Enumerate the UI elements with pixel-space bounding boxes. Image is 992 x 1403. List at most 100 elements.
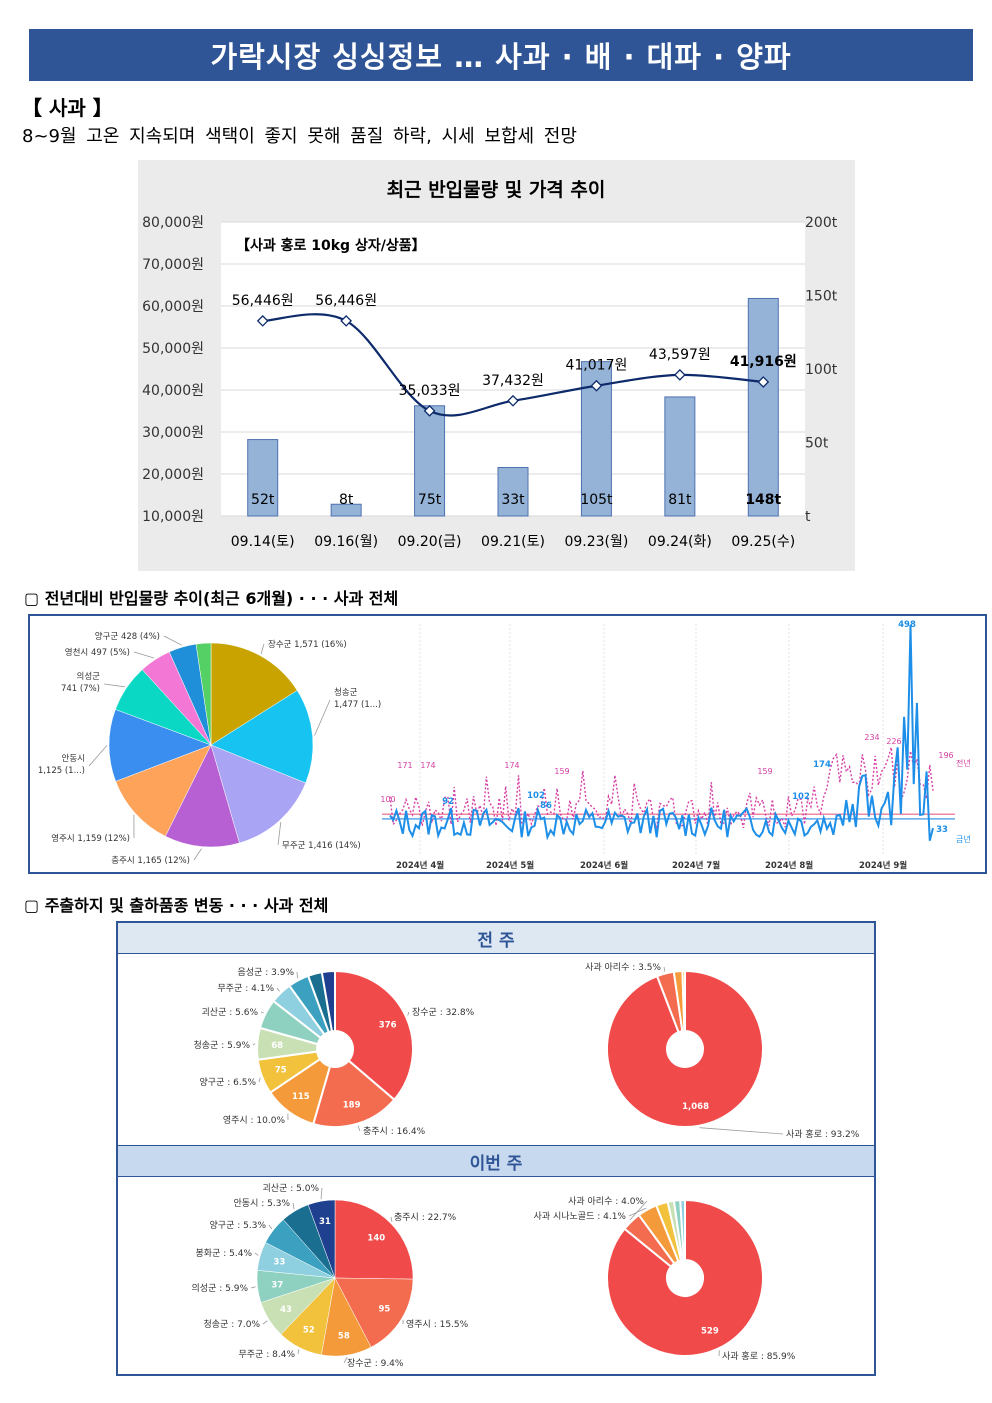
line-x-label: 2024년 7월	[672, 860, 720, 871]
prev-value-label: 226	[886, 737, 901, 746]
pie-label: 청송군	[334, 688, 358, 698]
slice-value: 33	[273, 1258, 285, 1268]
slice-value: 31	[319, 1217, 331, 1227]
prev-value-label: 174	[504, 761, 519, 770]
y-right-tick: 50t	[805, 436, 829, 452]
price-point	[340, 315, 353, 327]
legend-prev: 전년	[956, 758, 971, 768]
x-tick-label: 09.14(토)	[231, 534, 295, 550]
donut-label: 사과 홍로 : 93.2%	[786, 1128, 860, 1140]
donut-label: 영주시 : 15.5%	[406, 1319, 469, 1330]
pie-label: 장수군 1,571 (16%)	[268, 639, 347, 650]
donut-leader	[629, 1200, 648, 1221]
pie-leader	[133, 651, 155, 659]
line-x-label: 2024년 4월	[396, 860, 444, 871]
donut-label: 의성군 : 5.9%	[192, 1283, 249, 1294]
slice-value: 43	[280, 1305, 292, 1315]
variety-slice	[307, 1199, 336, 1279]
slice-value: 115	[292, 1092, 310, 1102]
pie-leader	[88, 745, 108, 767]
x-tick-label: 09.24(화)	[648, 534, 712, 550]
volume-label: 75t	[418, 492, 442, 508]
pie-label: 1,125 (1...)	[38, 766, 85, 776]
donut-leader	[252, 1043, 256, 1046]
donut-leader	[254, 1252, 259, 1256]
donut-label: 충주시 : 22.7%	[394, 1212, 457, 1223]
variety-slice	[334, 1277, 414, 1348]
curr-value-label: 174	[813, 760, 831, 770]
slice-value: 75	[275, 1066, 287, 1076]
curr-value-label: 102	[527, 791, 545, 801]
chart-title: 최근 반입물량 및 가격 추이	[387, 179, 606, 201]
x-tick-label: 09.21(토)	[481, 534, 545, 550]
variety-slice	[312, 1059, 396, 1128]
slice-value: 52	[303, 1326, 315, 1336]
curr-year-line	[389, 624, 934, 841]
price-point	[507, 394, 519, 407]
prev-value-label: 159	[757, 767, 772, 776]
y-left-tick: 10,000원	[142, 509, 204, 525]
price-label: 43,597원	[649, 347, 711, 363]
donut-leader	[262, 1320, 268, 1325]
origin-share-slice	[195, 642, 212, 746]
pie-label: 양구군 428 (4%)	[95, 631, 160, 642]
volume-label: 81t	[668, 492, 692, 508]
donut-label: 사과 아리수 : 4.0%	[568, 1196, 644, 1207]
volume-bar	[747, 297, 779, 517]
donut-leader	[250, 1286, 256, 1289]
price-point	[590, 379, 603, 392]
prev-value-label: 159	[554, 767, 569, 776]
volume-bar	[664, 396, 696, 517]
x-tick-label: 09.20(금)	[398, 534, 462, 550]
market-summary: 8~9월 고온 지속되며 색택이 좋지 못해 품질 하락, 시세 보합세 전망	[22, 126, 577, 147]
price-point	[673, 369, 686, 381]
prev-value-label: 171	[397, 761, 412, 770]
volume-price-chart: 최근 반입물량 및 가격 추이 10,000원 20,000원 30,000원 40,0…	[138, 160, 855, 571]
donut-label: 청송군 : 7.0%	[204, 1319, 261, 1330]
price-label: 41,916원	[730, 354, 797, 370]
origin-share-slice	[210, 642, 298, 746]
volume-label: 148t	[745, 492, 781, 508]
variety-slice	[679, 1198, 686, 1262]
pie-label: 741 (7%)	[61, 684, 100, 694]
chart-annotation: 【사과 홍로 10kg 상자/상품】	[236, 237, 426, 254]
origin-share-slice	[165, 744, 240, 848]
y-left-tick: 20,000원	[142, 467, 204, 483]
curr-value-label: 86	[540, 801, 552, 811]
donut-leader	[268, 1224, 273, 1230]
donut-leader	[260, 1011, 264, 1014]
line-x-label: 2024년 8월	[765, 860, 813, 871]
prev-value-label: 100	[380, 795, 395, 804]
donut-leader	[297, 1349, 300, 1355]
line-x-label: 2024년 9월	[859, 860, 907, 871]
price-point	[757, 376, 770, 388]
variety-slice	[334, 969, 414, 1102]
donut-label: 무주군 : 8.4%	[239, 1349, 296, 1360]
origin-share-slice	[210, 690, 314, 784]
y-right-tick: t	[805, 509, 811, 525]
prev-value-label: 234	[864, 733, 879, 742]
origin-share-slice	[108, 709, 212, 782]
variety-slice	[606, 969, 764, 1128]
volume-bar	[247, 439, 279, 517]
pie-label: 의성군	[77, 671, 101, 682]
origin-share-slice	[210, 744, 306, 844]
donut-leader	[699, 1127, 784, 1135]
origin-heading: ▢ 주출하지 및 출하품종 변동 · · · 사과 전체	[24, 896, 329, 915]
y-right-tick: 100t	[805, 362, 838, 378]
donut-label: 음성군 : 3.9%	[238, 967, 295, 978]
slice-value: 68	[271, 1041, 283, 1051]
y-left-tick: 40,000원	[142, 383, 204, 399]
donut-leader	[343, 1356, 348, 1364]
pie-leader	[314, 699, 331, 736]
donut-leader	[296, 971, 298, 979]
y-right-tick: 150t	[805, 289, 838, 305]
volume-bar	[497, 466, 529, 517]
donut-label: 사과 홍로 : 85.9%	[722, 1350, 796, 1362]
yoy-panel: 장수군 1,571 (16%) 청송군 1,477 (1...) 무주군 1,416 …	[28, 614, 987, 874]
pie-leader	[277, 822, 282, 846]
donut-label: 청송군 : 5.9%	[194, 1040, 251, 1051]
page-title: 가락시장 싱싱정보 … 사과 · 배 · 대파 · 양파	[29, 29, 973, 81]
pie-label: 영천시 497 (5%)	[65, 647, 130, 658]
x-tick-label: 09.23(월)	[564, 534, 628, 550]
